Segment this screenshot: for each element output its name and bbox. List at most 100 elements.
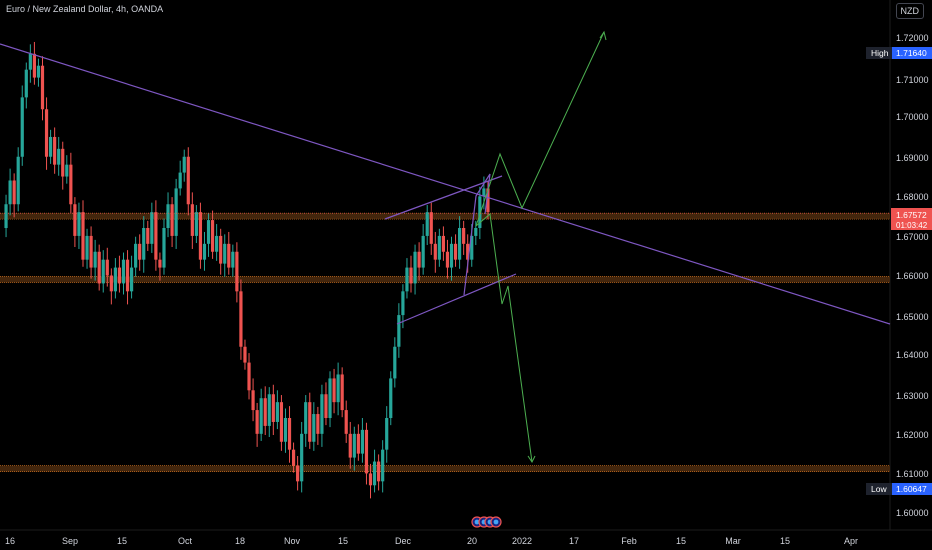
candle-body	[113, 267, 117, 292]
candle-body	[53, 136, 57, 165]
candle-body	[8, 180, 12, 205]
candle-body	[356, 433, 360, 454]
currency-badge[interactable]: NZD	[895, 3, 924, 19]
sr-zone	[0, 276, 890, 283]
candle-body	[275, 402, 279, 422]
x-tick-label: Nov	[284, 536, 301, 546]
candle-body	[360, 429, 365, 454]
candle-body	[458, 228, 462, 260]
candle-body	[105, 259, 109, 276]
candle-body	[235, 251, 239, 292]
candle-body	[372, 461, 377, 486]
sr-zone	[0, 465, 890, 472]
x-tick-label: Oct	[178, 536, 193, 546]
candle-body	[231, 251, 235, 268]
candle-body	[316, 414, 320, 434]
y-tick-label: 1.71000	[896, 75, 929, 85]
candle-body	[300, 433, 304, 482]
candle-body	[32, 53, 36, 78]
candle-body	[304, 402, 308, 434]
candle-body	[210, 220, 215, 252]
candle-body	[61, 148, 65, 177]
y-tick-label: 1.68000	[896, 192, 929, 202]
candle-body	[12, 180, 16, 205]
candle-body	[65, 164, 69, 177]
y-tick-label: 1.60000	[896, 508, 929, 518]
candle-body	[227, 243, 231, 268]
candle-body	[397, 315, 401, 347]
candle-body	[291, 449, 296, 466]
candle-body	[352, 433, 356, 458]
candle-body	[283, 418, 288, 442]
candle-body	[93, 251, 97, 268]
x-tick-label: Feb	[621, 536, 637, 546]
last-price-value: 1.67572	[896, 210, 927, 220]
candle-body	[206, 220, 211, 244]
candle-body	[178, 172, 182, 189]
y-tick-label: 1.63000	[896, 391, 929, 401]
candle-body	[125, 259, 130, 292]
candle-body	[101, 259, 105, 284]
x-tick-label: 2022	[512, 536, 532, 546]
low-value-bg	[892, 483, 932, 495]
candle-body	[385, 418, 389, 450]
candle-body	[255, 410, 259, 434]
candle-body	[48, 136, 53, 157]
candle-body	[413, 251, 417, 284]
x-tick-label: Apr	[844, 536, 858, 546]
candle-body	[263, 398, 267, 426]
y-tick-label: 1.62000	[896, 430, 929, 440]
candle-body	[89, 235, 93, 268]
candle-body	[69, 164, 73, 205]
candle-body	[445, 251, 450, 268]
candle-body	[138, 243, 142, 260]
candle-body	[462, 228, 466, 244]
candle-body	[478, 196, 482, 228]
candle-body	[219, 235, 223, 264]
candle-body	[198, 212, 203, 260]
candle-body	[57, 148, 61, 165]
candle-body	[146, 228, 150, 244]
candle-body	[474, 228, 478, 236]
candle-body	[324, 394, 328, 418]
candle-body	[279, 402, 284, 442]
candle-body	[190, 204, 194, 236]
wedge-upper-line	[384, 175, 503, 220]
candle-body	[296, 465, 300, 482]
x-tick-label: Dec	[395, 536, 412, 546]
candle-countdown: 01:03:42	[896, 221, 928, 230]
candle-body	[429, 212, 433, 244]
candle-body	[134, 243, 138, 268]
candle-body	[215, 235, 219, 252]
candle-body	[417, 251, 421, 268]
x-tick-label: 15	[338, 536, 348, 546]
bull-arrowhead	[599, 30, 607, 41]
candle-body	[28, 53, 32, 70]
candle-body	[154, 212, 158, 260]
last-price-tag	[891, 208, 932, 230]
candle-body	[381, 449, 385, 482]
x-tick-label: 16	[5, 536, 15, 546]
candle-body	[409, 267, 413, 284]
candle-body	[348, 433, 352, 458]
candle-body	[150, 212, 154, 244]
candle-body	[421, 235, 425, 268]
high-value-bg	[892, 47, 932, 59]
candle-body	[121, 259, 126, 284]
event-marker-dot	[493, 519, 499, 525]
candle-body	[73, 204, 77, 236]
candle-body	[97, 251, 101, 284]
candle-body	[368, 473, 373, 486]
candle-body	[202, 243, 207, 260]
sr-zone	[0, 213, 890, 220]
candle-body	[194, 212, 198, 236]
candle-body	[16, 156, 20, 205]
candle-body	[129, 267, 134, 292]
candle-body	[449, 243, 454, 268]
y-tick-label: 1.65000	[896, 312, 929, 322]
bear-arrowhead	[527, 455, 536, 463]
candle-body	[109, 275, 113, 292]
candle-body	[312, 414, 316, 442]
